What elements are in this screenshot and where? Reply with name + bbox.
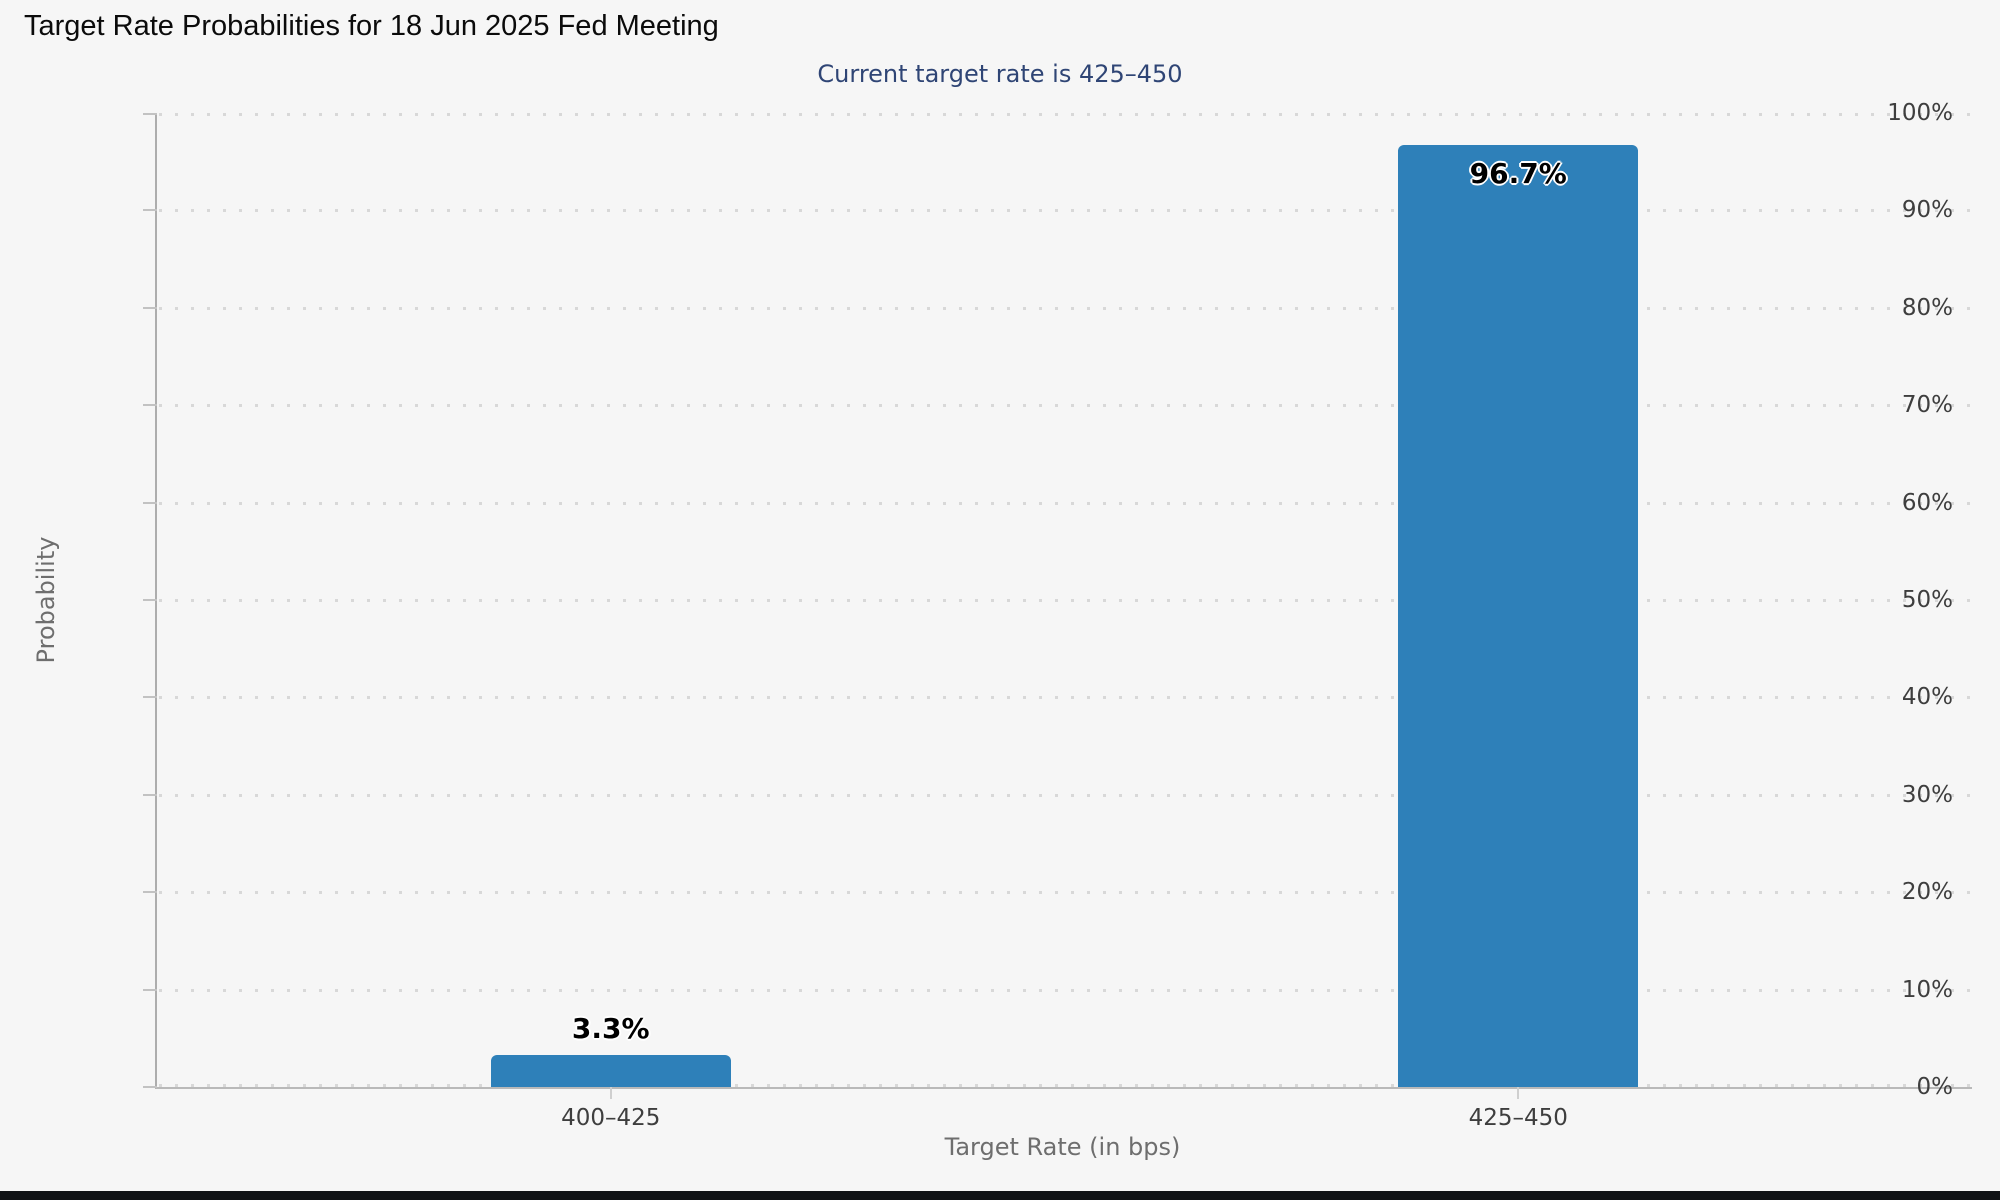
gridline — [159, 1084, 1972, 1087]
y-tick-mark — [143, 696, 157, 699]
bar-value-label: 3.3% — [571, 1011, 650, 1045]
y-tick-mark — [143, 1086, 157, 1088]
y-tick-mark — [143, 113, 157, 115]
gridline — [159, 599, 1972, 602]
gridline — [159, 306, 1972, 310]
gridline — [159, 501, 1972, 505]
gridline — [159, 988, 1972, 992]
y-tick-label: 50% — [1901, 587, 1953, 613]
plot-area: 0% 10% 20% 30% 40% 50% 60% 70% 80% 90% 100% 3.3% 400… — [143, 100, 1972, 1131]
gridline — [159, 404, 1972, 408]
x-category-label: 425–450 — [1468, 1105, 1568, 1131]
gridline — [159, 793, 1972, 797]
y-tick-mark — [143, 306, 157, 309]
y-tick-label: 40% — [1901, 684, 1953, 711]
y-tick-label: 60% — [1901, 489, 1953, 516]
y-tick-label: 80% — [1901, 294, 1953, 321]
chart-title: Target Rate Probabilities for 18 Jun 202… — [24, 10, 719, 42]
y-tick-mark — [143, 793, 157, 796]
y-tick-label: 30% — [1901, 781, 1953, 808]
y-tick-mark — [143, 404, 157, 407]
gridline — [159, 891, 1972, 895]
y-tick-mark — [143, 891, 157, 894]
gridline — [159, 113, 1972, 116]
y-tick-label: 90% — [1901, 197, 1953, 224]
bar-400–425[interactable]: 3.3% — [490, 1012, 731, 1087]
y-tick-label: 10% — [1901, 976, 1953, 1003]
bar-value-label: 96.7% — [1469, 157, 1567, 191]
y-axis-title: Probability — [32, 536, 60, 664]
y-tick-mark — [143, 988, 157, 991]
x-tick-mark — [609, 1087, 612, 1099]
gridline — [159, 696, 1972, 700]
y-tick-label: 100% — [1887, 100, 1953, 126]
x-tick-mark — [1517, 1087, 1520, 1099]
gridline — [159, 209, 1972, 213]
x-axis-title: Target Rate (in bps) — [944, 1133, 1181, 1161]
y-tick-label: 70% — [1901, 392, 1953, 419]
y-tick-label: 0% — [1916, 1074, 1954, 1100]
y-tick-mark — [143, 599, 157, 601]
bar-425–450[interactable]: 96.7% — [1398, 145, 1639, 1087]
footer-strip — [0, 1191, 2000, 1200]
y-tick-label: 20% — [1901, 879, 1953, 906]
y-tick-mark — [143, 501, 157, 504]
chart-subtitle: Current target rate is 425–450 — [817, 60, 1183, 88]
x-category-label: 400–425 — [561, 1105, 661, 1131]
y-tick-mark — [143, 209, 157, 212]
